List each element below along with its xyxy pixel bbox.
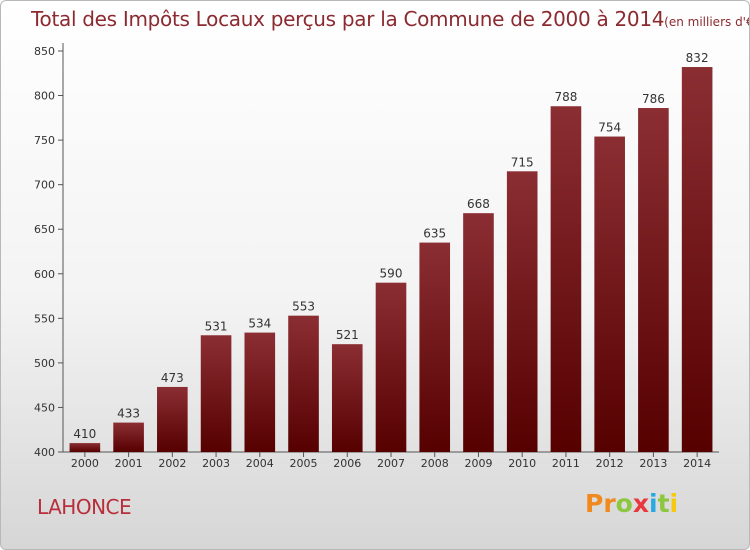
x-tick-label: 2008 — [421, 457, 449, 470]
bar-2006 — [331, 344, 363, 452]
y-tick-label: 600 — [34, 268, 55, 281]
x-tick-label: 2005 — [290, 457, 318, 470]
value-label-2002: 473 — [161, 371, 184, 385]
bar-2011 — [550, 106, 582, 452]
value-label-2006: 521 — [336, 328, 359, 342]
x-tick-label: 2002 — [158, 457, 186, 470]
bar-2009 — [463, 213, 494, 452]
y-tick-label: 500 — [34, 357, 55, 370]
bar-2004 — [244, 332, 276, 452]
x-tick-label: 2013 — [639, 457, 667, 470]
value-label-2011: 788 — [554, 90, 577, 104]
logo-letter: i — [669, 489, 679, 518]
x-tick-label: 2009 — [464, 457, 492, 470]
x-tick-label: 2003 — [202, 457, 230, 470]
bar-2010 — [506, 171, 538, 453]
logo-letter: x — [632, 489, 649, 518]
value-label-2003: 531 — [205, 319, 228, 333]
value-label-2005: 553 — [292, 300, 315, 314]
x-tick-label: 2000 — [71, 457, 99, 470]
chart-title-text: Total des Impôts Locaux perçus par la Co… — [31, 7, 665, 31]
logo-letter: P — [585, 489, 604, 518]
y-tick-label: 700 — [34, 179, 55, 192]
x-tick-label: 2001 — [115, 457, 143, 470]
bar-2001 — [113, 422, 144, 452]
bar-2005 — [288, 315, 319, 452]
bar-2012 — [594, 136, 625, 452]
logo-letter: r — [603, 489, 616, 518]
commune-name: LAHONCE — [37, 495, 132, 519]
bar-2000 — [69, 443, 101, 452]
x-tick-label: 2014 — [683, 457, 711, 470]
bar-2002 — [157, 386, 188, 452]
y-tick-label: 800 — [34, 90, 55, 103]
chart-title-unit: (en milliers d'€) — [664, 15, 750, 29]
chart-axes: 400 450 500 550 600 650 700 750 800 850 2000 2001 20… — [34, 43, 719, 470]
value-label-2010: 715 — [511, 155, 534, 169]
y-tick-label: 450 — [34, 401, 55, 414]
y-tick-label: 750 — [34, 134, 55, 147]
y-tick-label: 650 — [34, 223, 55, 236]
chart-title: Total des Impôts Locaux perçus par la Co… — [31, 7, 750, 31]
x-tick-label: 2011 — [552, 457, 580, 470]
bar-2013 — [638, 108, 669, 452]
value-label-2000: 410 — [73, 427, 96, 441]
x-tick-label: 2012 — [596, 457, 624, 470]
bar-2003 — [200, 335, 232, 452]
x-tick-label: 2007 — [377, 457, 405, 470]
y-tick-label: 400 — [34, 446, 55, 459]
value-label-2012: 754 — [598, 121, 621, 135]
bar-2007 — [375, 282, 407, 452]
proxiti-logo: Proxiti — [585, 489, 678, 518]
bar-2014 — [681, 67, 713, 452]
value-label-2013: 786 — [642, 92, 665, 106]
y-tick-label: 550 — [34, 312, 55, 325]
logo-letter: t — [657, 489, 670, 518]
chart-bars: 410 433 473 531 534 553 521 590 635 668 715 788 754 7… — [69, 51, 713, 453]
value-label-2007: 590 — [380, 267, 403, 281]
y-tick-label: 850 — [34, 45, 55, 58]
value-label-2014: 832 — [686, 51, 709, 65]
value-label-2004: 534 — [248, 317, 271, 331]
x-tick-label: 2006 — [333, 457, 361, 470]
value-label-2001: 433 — [117, 407, 140, 421]
logo-letter: o — [615, 489, 633, 518]
bar-2008 — [419, 242, 451, 452]
x-tick-label: 2010 — [508, 457, 536, 470]
logo-letter: i — [649, 489, 658, 518]
value-label-2008: 635 — [423, 227, 446, 241]
x-tick-label: 2004 — [246, 457, 274, 470]
value-label-2009: 668 — [467, 197, 490, 211]
